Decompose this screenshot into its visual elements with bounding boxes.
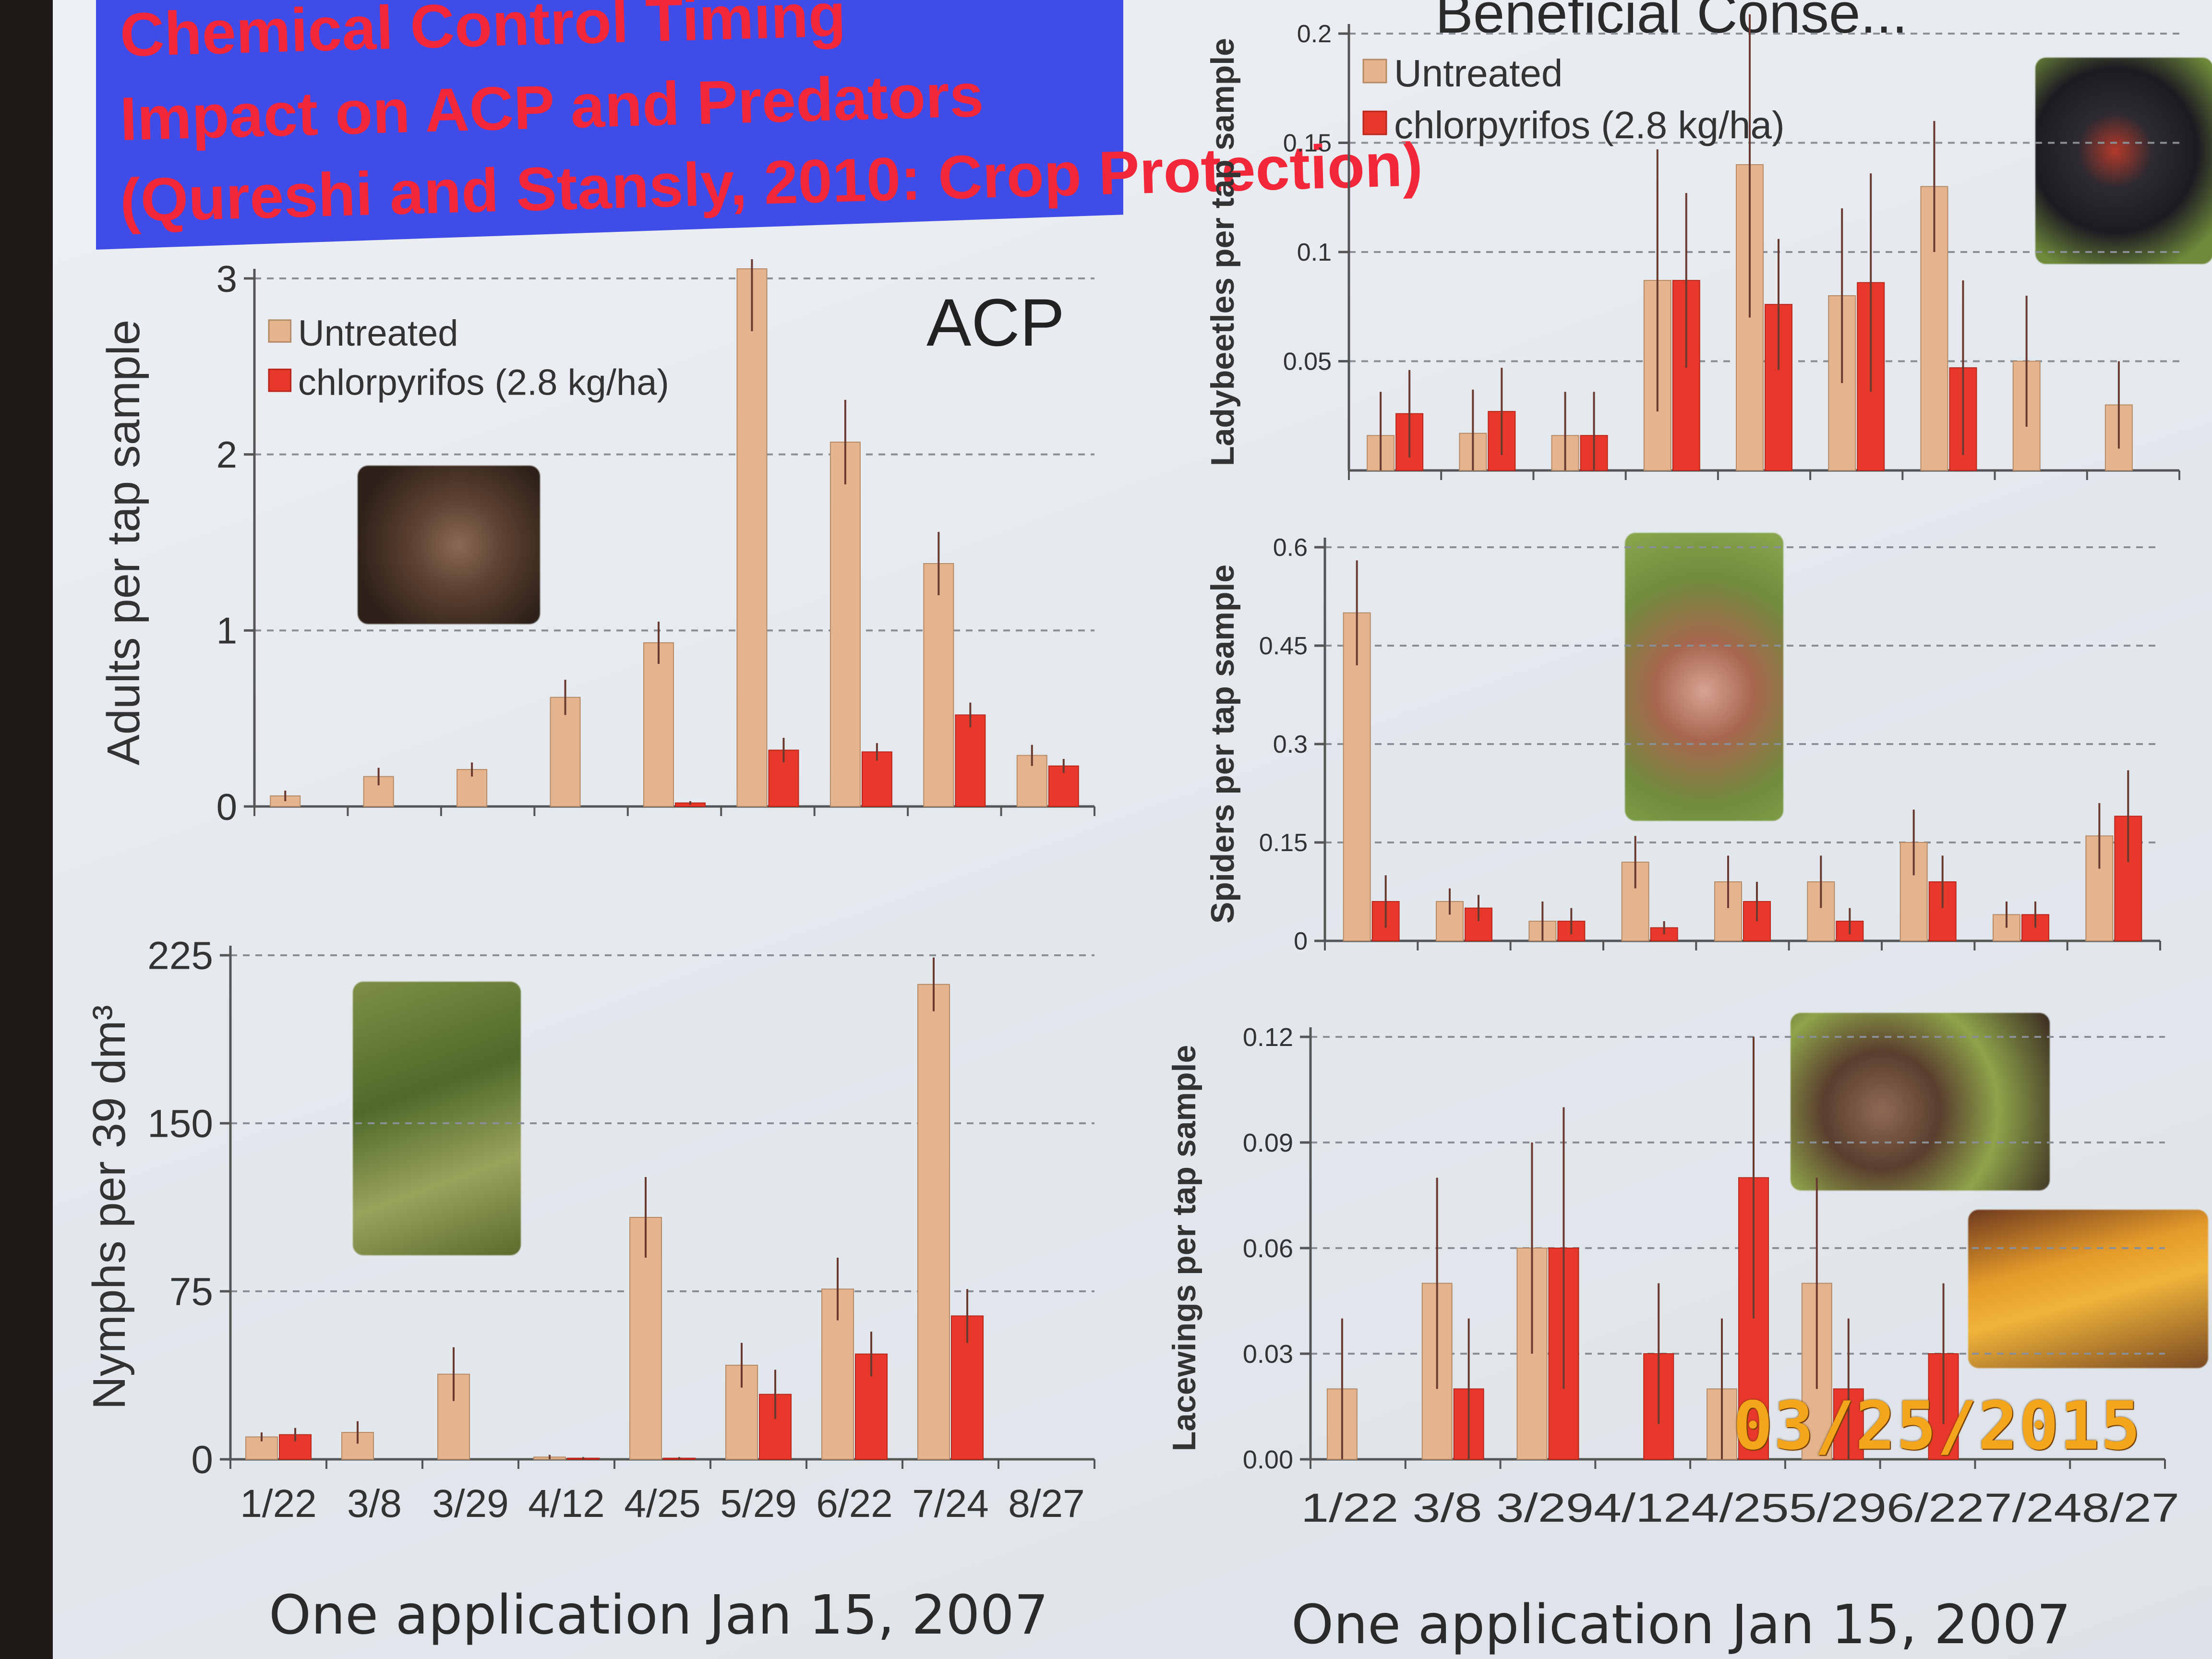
y-tick-label: 0.03 bbox=[1243, 1340, 1293, 1369]
lacewing-photo bbox=[1791, 1013, 2050, 1190]
x-tick-label: 4/25 bbox=[624, 1482, 701, 1526]
acp-adults-chart: 0 1 2 3 Adults per tap sample Untreated chlorp… bbox=[98, 257, 1095, 828]
chlorpyrifos-bar bbox=[955, 714, 986, 807]
untreated-bar bbox=[363, 776, 394, 807]
x-tick-label: 1/22 bbox=[240, 1482, 317, 1526]
y-tick-label: 0.12 bbox=[1243, 1023, 1293, 1052]
left-x-axis-title: One application Jan 15, 2007 bbox=[269, 1584, 1049, 1647]
legend-swatch bbox=[268, 319, 292, 343]
y-tick-label: 0.00 bbox=[1243, 1445, 1293, 1474]
y-tick-label: 1 bbox=[216, 610, 237, 652]
legend-label: chlorpyrifos (2.8 kg/ha) bbox=[1394, 104, 1785, 146]
title-banner bbox=[96, 0, 1123, 250]
untreated-bar bbox=[830, 442, 861, 807]
y-tick-label: 3 bbox=[216, 257, 237, 300]
y-tick-label: 0 bbox=[216, 785, 237, 828]
y-axis-title: Adults per tap sample bbox=[98, 320, 149, 766]
right-panel-title: Beneficial Conse... bbox=[1435, 0, 1908, 45]
lacewings-chart: 0.00 0.03 0.06 0.09 0.12 Lacewings per tap sa… bbox=[1166, 1023, 2179, 1530]
spider-photo bbox=[1625, 533, 1783, 821]
legend-swatch bbox=[1362, 59, 1387, 84]
legend-label: Untreated bbox=[1394, 52, 1563, 95]
y-axis-title: Nymphs per 39 dm³ bbox=[84, 1005, 135, 1410]
y-tick-label: 0.6 bbox=[1273, 534, 1308, 562]
y-axis-title: Lacewings per tap sample bbox=[1166, 1045, 1202, 1452]
y-tick-label: 75 bbox=[169, 1270, 213, 1314]
x-tick-label: 3/29 bbox=[432, 1482, 509, 1526]
untreated-bar bbox=[736, 268, 768, 807]
legend-label: chlorpyrifos (2.8 kg/ha) bbox=[298, 362, 669, 403]
projection-screen bbox=[53, 0, 2212, 1659]
spiders-chart: 0 0.15 0.3 0.45 0.6 Spiders per tap sample bbox=[1204, 534, 2161, 955]
slide-title-line-2: Impact on ACP and Predators bbox=[119, 60, 985, 154]
chart-title: ACP bbox=[926, 285, 1065, 360]
right-x-axis-title: One application Jan 15, 2007 bbox=[1291, 1594, 2071, 1656]
untreated-bar bbox=[923, 563, 954, 807]
legend-swatch bbox=[1362, 110, 1387, 135]
y-tick-label: 0.05 bbox=[1283, 348, 1332, 376]
x-tick-label: 6/22 bbox=[816, 1482, 893, 1526]
y-tick-label: 0.15 bbox=[1259, 829, 1308, 857]
x-tick-label: 8/27 bbox=[1008, 1482, 1085, 1526]
ladybeetles-chart: 0.05 0.1 0.15 0.2 Ladybeetles per tap sample… bbox=[1204, 14, 2180, 480]
slide-title-line-1: Chemical Control Timing bbox=[119, 0, 847, 70]
y-tick-label: 0.2 bbox=[1297, 20, 1332, 48]
y-tick-label: 0.45 bbox=[1259, 632, 1308, 660]
y-tick-label: 0.06 bbox=[1243, 1234, 1293, 1263]
acp-nymphs-chart: 0 75 150 225 Nymphs per 39 dm³ 1/22 3/8 3/29 4/1… bbox=[84, 934, 1095, 1526]
y-tick-label: 0 bbox=[1294, 927, 1308, 955]
y-tick-label: 0.3 bbox=[1273, 731, 1308, 758]
psyllid-photo bbox=[358, 466, 540, 624]
untreated-bar bbox=[643, 642, 674, 807]
lacewing-photo-2 bbox=[1968, 1210, 2208, 1368]
legend-swatch bbox=[268, 368, 292, 392]
legend-label: Untreated bbox=[298, 313, 458, 354]
untreated-bar bbox=[550, 697, 581, 807]
untreated-bar bbox=[917, 984, 950, 1460]
y-tick-label: 0 bbox=[191, 1438, 213, 1482]
x-tick-label: 4/12 bbox=[528, 1482, 605, 1526]
chlorpyrifos-bar bbox=[1672, 280, 1700, 471]
y-axis-title: Ladybeetles per tap sample bbox=[1204, 38, 1241, 466]
x-tick-label: 5/29 bbox=[720, 1482, 797, 1526]
camera-date-stamp: 03/25/2015 bbox=[1733, 1387, 2141, 1465]
y-tick-label: 0.15 bbox=[1283, 130, 1332, 157]
chlorpyrifos-bar bbox=[861, 751, 892, 807]
y-tick-label: 2 bbox=[216, 433, 237, 476]
y-tick-label: 225 bbox=[147, 934, 213, 978]
untreated-bar bbox=[1343, 612, 1371, 941]
y-tick-label: 0.1 bbox=[1297, 239, 1332, 266]
x-tick-label: 3/8 bbox=[347, 1482, 402, 1526]
x-tick-labels: 1/22 3/8 3/294/124/255/296/227/248/27 bbox=[1301, 1485, 2179, 1530]
ladybeetle-photo bbox=[2035, 58, 2212, 264]
x-tick-label: 7/24 bbox=[912, 1482, 989, 1526]
nymph-photo bbox=[353, 982, 521, 1255]
y-tick-label: 150 bbox=[147, 1102, 213, 1146]
y-axis-title: Spiders per tap sample bbox=[1204, 565, 1241, 924]
y-tick-label: 0.09 bbox=[1243, 1129, 1293, 1157]
